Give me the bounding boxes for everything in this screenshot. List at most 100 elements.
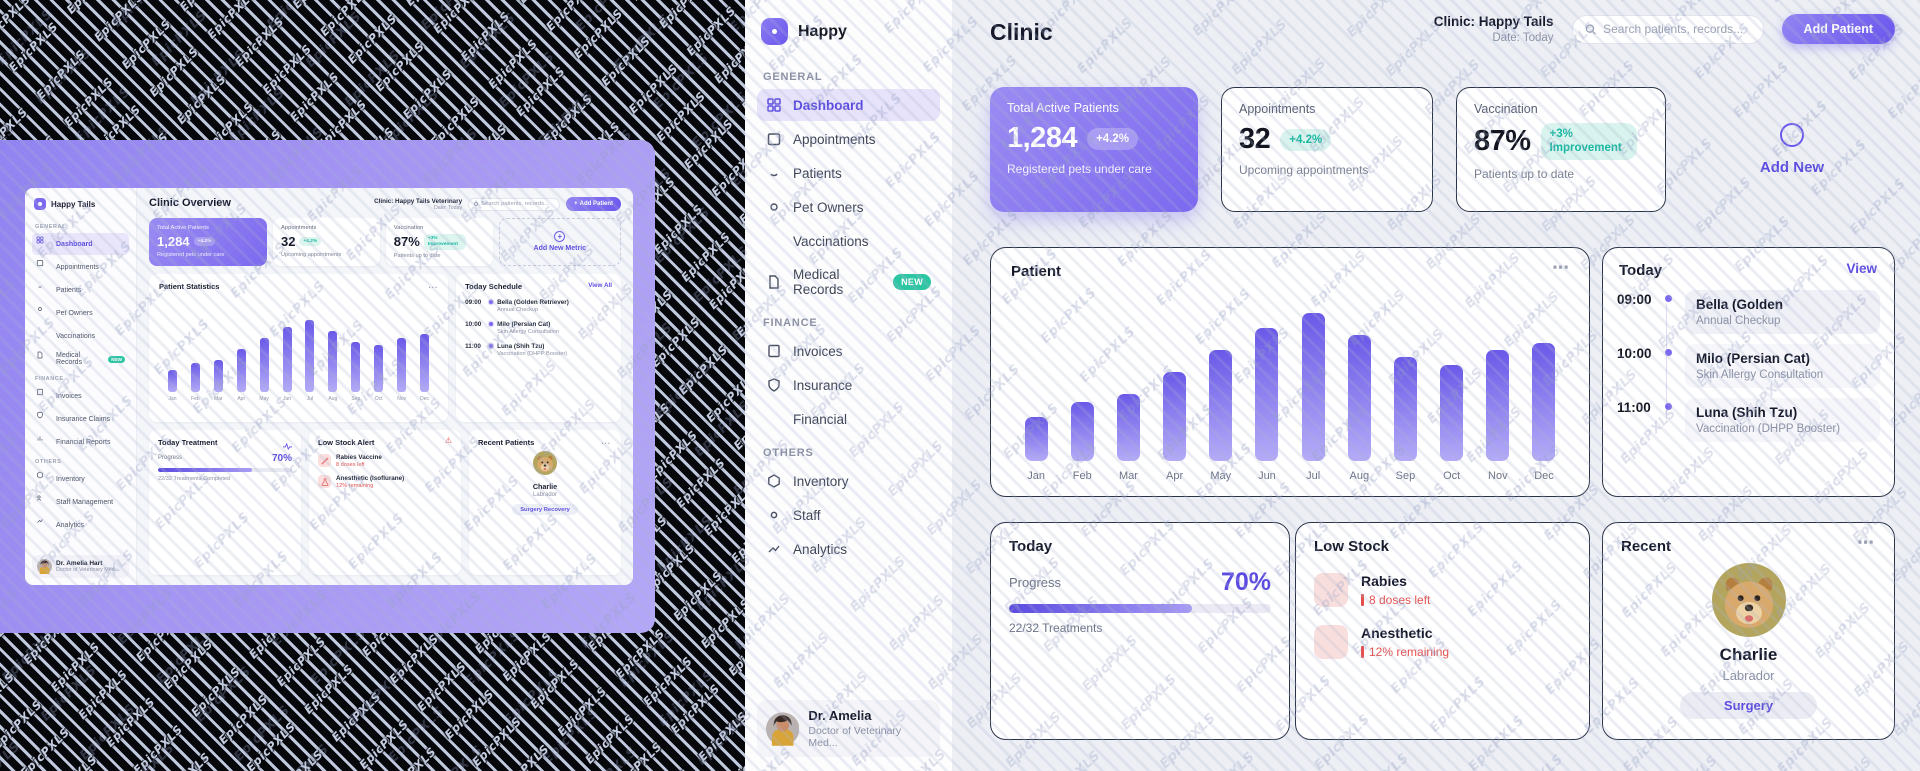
- appointment-time: 11:00: [1617, 400, 1651, 415]
- preview-search-input: Search patients, records...: [468, 197, 561, 211]
- chart-bar-jun: [1255, 328, 1279, 461]
- today-schedule-card: Today View 09:00 Bella (Golden Annual Ch…: [1602, 247, 1895, 497]
- sidebar-item-inventory[interactable]: Inventory: [757, 465, 940, 497]
- preview-warning-icon: ⚠: [444, 435, 452, 445]
- doctor-avatar: [766, 711, 800, 746]
- view-link[interactable]: View: [1846, 261, 1877, 276]
- sidebar-item-label: Financial: [793, 411, 848, 427]
- search-input[interactable]: [1603, 22, 1751, 36]
- sidebar-item-analytics[interactable]: Analytics: [757, 533, 940, 565]
- appointment-time: 09:00: [1617, 292, 1652, 307]
- chart-bar-dec: [1532, 343, 1556, 461]
- sidebar-item-label: Analytics: [56, 521, 85, 529]
- sidebar-item-label: Insurance: [793, 377, 853, 393]
- preview-recent-tag: Surgery Recovery: [512, 504, 578, 516]
- profile-card[interactable]: Dr. Amelia Doctor of Veterinary Med...: [757, 700, 940, 757]
- app-logo-label: Happy: [798, 22, 847, 40]
- timeline-dot: [1663, 398, 1685, 442]
- staff-icon: [766, 507, 782, 523]
- new-badge: NEW: [108, 355, 125, 363]
- section-label-general: GENERAL: [763, 71, 823, 83]
- sidebar-item-label: Insurance Claims: [56, 415, 111, 423]
- clinic-meta: Clinic: Happy Tails Date: Today: [1434, 14, 1554, 44]
- financial-icon: [766, 411, 782, 427]
- app-logo[interactable]: Happy: [761, 18, 940, 45]
- low-stock-item[interactable]: Anesthetic 12% remaining: [1314, 625, 1571, 659]
- preview-logo-label: Happy Tails: [51, 199, 96, 209]
- preview-sidebar-item-vaccinations: Vaccinations: [32, 325, 129, 347]
- appointment-item[interactable]: Milo (Persian Cat) Skin Allergy Consulta…: [1685, 344, 1880, 388]
- sidebar-item-label: Medical Records: [56, 352, 83, 366]
- timeline-dot: [1663, 344, 1685, 388]
- sidebar-item-pet-owners[interactable]: Pet Owners: [757, 191, 940, 223]
- new-badge: NEW: [893, 274, 931, 290]
- sidebar-item-label: Appointments: [793, 131, 876, 147]
- treatments-count: 22/32 Treatments: [1009, 621, 1103, 635]
- chart-bar-apr: [1163, 372, 1187, 461]
- dashboard-icon: [36, 236, 52, 252]
- appointment-item[interactable]: Luna (Shih Tzu) Vaccination (DHPP Booste…: [1685, 398, 1880, 442]
- timeline-dot: [1663, 290, 1685, 334]
- pet-owners-icon: [36, 305, 52, 321]
- sidebar-item-label: Inventory: [56, 475, 85, 483]
- chart-bar-may: [1209, 350, 1233, 461]
- chart-bar-apr: [236, 348, 246, 392]
- status-badge: Surgery: [1679, 692, 1818, 719]
- chart-x-label: Dec: [1534, 470, 1554, 482]
- preview-search-icon: [474, 202, 479, 206]
- chart-bar-feb: [1070, 402, 1094, 461]
- chart-bar-aug: [328, 330, 338, 392]
- sidebar-item-vaccinations[interactable]: Vaccinations: [757, 225, 940, 257]
- pet-owners-icon: [766, 199, 782, 215]
- chart-x-label: Feb: [1072, 470, 1092, 482]
- low-stock-item[interactable]: Rabies 8 doses left: [1314, 573, 1571, 607]
- chart-menu-icon[interactable]: ⋯: [1552, 258, 1571, 277]
- sidebar-item-staff[interactable]: Staff: [757, 499, 940, 531]
- date-label: Date: Today: [1492, 32, 1554, 44]
- sidebar-item-appointments[interactable]: Appointments: [757, 123, 940, 155]
- preview-profile-role: Doctor of Veterinary Med...: [56, 567, 120, 573]
- sidebar-item-label: Patients: [56, 286, 82, 294]
- preview-add-metric-icon: +: [554, 231, 566, 243]
- chart-title: Patient: [1011, 263, 1062, 280]
- total-patients-value: 1,284: [1007, 122, 1078, 154]
- chart-x-label: Apr: [237, 395, 246, 402]
- add-patient-button[interactable]: Add Patient: [1781, 14, 1895, 44]
- preview-date: Date: Today: [433, 204, 463, 211]
- chart-x-label: Mar: [1118, 470, 1138, 482]
- chart-bar-dec: [420, 333, 430, 392]
- chart-bar-sep: [1393, 357, 1417, 461]
- sidebar-item-patients[interactable]: Patients: [757, 157, 940, 189]
- preview-add-patient-button: + Add Patient: [566, 197, 621, 211]
- chart-x-label: Sep: [351, 395, 361, 402]
- analytics-icon: [36, 517, 52, 533]
- sidebar-item-dashboard[interactable]: Dashboard: [757, 89, 940, 121]
- profile-role: Doctor of Veterinary Med...: [808, 725, 902, 749]
- chart-x-label: Nov: [397, 395, 407, 402]
- chart-x-label: Aug: [1349, 470, 1370, 482]
- vaccinations-icon: [36, 328, 52, 344]
- preview-sidebar-item-analytics: Analytics: [32, 514, 129, 536]
- recent-menu-icon[interactable]: ⋯: [1857, 533, 1876, 552]
- vaccine-icon: [1314, 573, 1348, 607]
- preview-schedule-card: Today Schedule View All 09:00 Bella (Gol…: [456, 273, 621, 422]
- sidebar-item-label: Inventory: [793, 473, 849, 489]
- search-box[interactable]: [1571, 14, 1764, 44]
- preview-recent-menu-icon: ...: [601, 436, 611, 446]
- sidebar-item-medical-records[interactable]: Medical Records NEW: [757, 259, 940, 305]
- preview-sidebar-item-patients: Patients: [32, 279, 129, 301]
- preview-search-placeholder: Search patients, records...: [481, 201, 549, 207]
- section-label-finance: FINANCE: [763, 317, 818, 329]
- invoices-icon: [36, 388, 52, 404]
- appointments-icon: [36, 259, 52, 275]
- main-content: Clinic Clinic: Happy Tails Date: Today A…: [952, 0, 1920, 771]
- patients-icon: [36, 282, 52, 298]
- add-new-metric[interactable]: Add New: [1689, 87, 1895, 212]
- sidebar-item-invoices[interactable]: Invoices: [757, 335, 940, 367]
- financial-reports-icon: [36, 434, 52, 450]
- preview-sidebar: Happy Tails GENERAL Dashboard Appointments…: [25, 188, 137, 585]
- sidebar-item-insurance[interactable]: Insurance: [757, 369, 940, 401]
- sidebar-item-financial[interactable]: Financial: [757, 403, 940, 435]
- appointment-item[interactable]: Bella (Golden Annual Checkup: [1685, 290, 1880, 334]
- insurance-claims-icon: [36, 411, 52, 427]
